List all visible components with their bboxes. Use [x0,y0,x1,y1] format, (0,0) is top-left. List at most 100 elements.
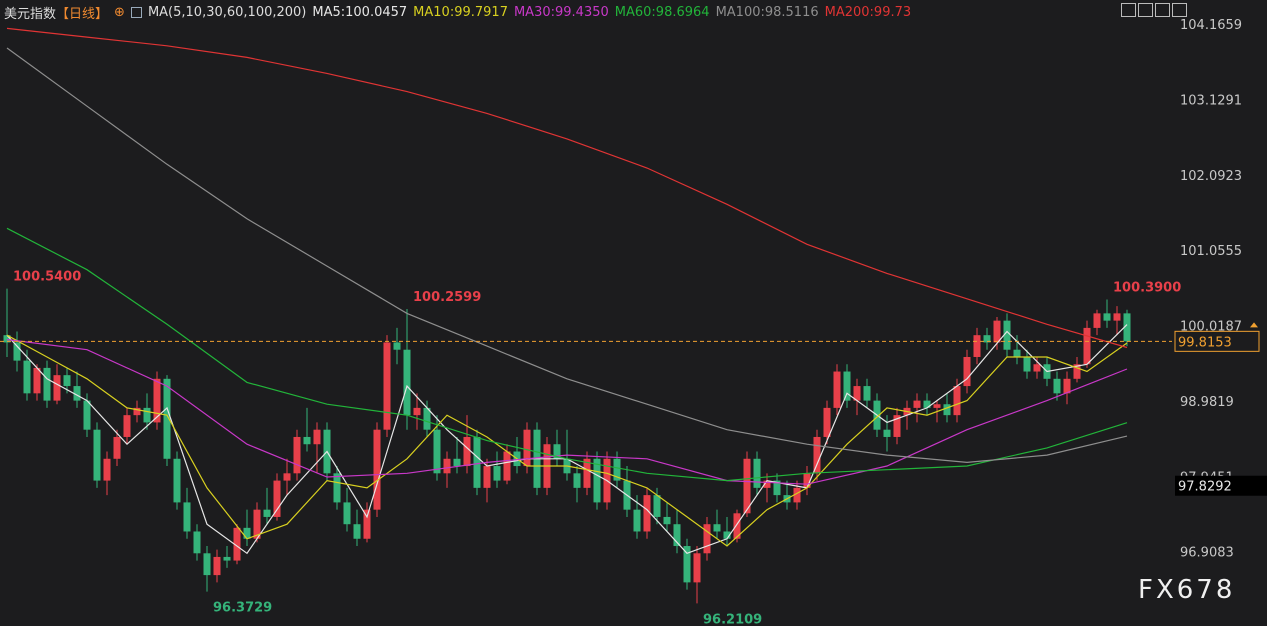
ma-line [6,338,1128,485]
candle-body [213,556,221,576]
candle-body [273,480,281,517]
annotation: 100.5400 [13,270,81,285]
candle-body [223,556,231,561]
title: 美元指数 [4,7,57,22]
candle-body [363,509,371,539]
candle-body [23,360,31,394]
y-tick-label: 102.0923 [1180,169,1242,184]
candle-body [973,335,981,357]
candle-body [473,436,481,488]
candle-body [953,386,961,416]
candle-body [1073,364,1081,379]
watermark: FX678 [1138,575,1235,605]
candle-body [163,378,171,459]
candle-body [893,415,901,437]
tool-button[interactable] [1155,3,1170,17]
y-tick-label: 103.1291 [1180,93,1242,108]
candle-body [1083,327,1091,365]
marker-price-box [1175,475,1267,496]
legend-entry: MA10:99.7917 [413,5,508,20]
candle-body [403,349,411,416]
candle-body [1003,320,1011,350]
candle-body [173,458,181,503]
candle-body [823,407,831,437]
tool-button[interactable] [1138,3,1153,17]
candle-body [253,509,261,539]
current-price-arrow [1250,322,1258,328]
toolbar [1121,3,1187,17]
candle-body [993,320,1001,343]
indicator-icon[interactable] [130,7,142,18]
ma-line [6,27,1128,349]
candle-body [653,495,661,517]
candle-body [53,375,61,401]
candles [3,288,1131,604]
candle-body [1033,364,1041,372]
ma-line [6,227,1128,482]
current-price-label: 99.8153 [1178,335,1232,350]
candle-body [613,458,621,481]
candle-body [283,473,291,481]
candle-body [853,386,861,401]
candle-body [803,473,811,488]
candle-body [963,356,971,387]
candle-body [883,429,891,437]
candle-body [153,378,161,423]
candle-body [1093,313,1101,328]
candle-body [573,473,581,488]
candle-body [683,546,691,583]
candle-body [763,480,771,488]
candle-body [243,527,251,539]
candle-body [673,524,681,547]
annotation: 96.2109 [703,612,762,626]
y-tick-label: 98.9819 [1180,395,1234,410]
candle-body [183,502,191,532]
period: 【日线】 [56,7,109,22]
legend-entry: MA5:100.0457 [312,5,408,20]
candle-body [113,436,121,459]
candle-body [373,429,381,510]
candle-body [663,516,671,525]
candle-body [553,444,561,459]
tool-button[interactable] [1172,3,1187,17]
y-tick-label: 100.0187 [1180,320,1242,335]
y-tick-label: 96.9083 [1180,546,1234,561]
legend-entry: MA200:99.73 [824,5,912,20]
candle-body [233,527,241,561]
candle-body [1123,313,1131,342]
candle-body [1113,313,1121,321]
tool-button[interactable] [1121,3,1136,17]
candle-body [353,524,361,539]
candle-body [133,407,141,416]
candle-body [383,342,391,430]
candle-body [813,436,821,474]
candle-body [633,509,641,532]
candle-body [33,367,41,394]
candle-body [523,429,531,467]
candle-body [303,436,311,445]
candle-body [13,342,21,361]
candle-body [1013,349,1021,357]
candle-body [343,502,351,525]
candle-body [493,466,501,481]
candle-body [263,509,271,517]
candle-body [83,400,91,430]
candle-body [103,458,111,481]
candle-body [503,451,511,481]
marker-price-label: 97.8292 [1178,480,1232,495]
candle-body [923,400,931,408]
add-icon[interactable]: ⊕ [114,5,125,20]
candle-body [333,473,341,503]
candle-body [833,371,841,408]
candle-body [443,458,451,474]
candle-body [913,400,921,408]
candle-body [703,524,711,554]
candle-body [3,335,11,343]
candle-body [463,436,471,467]
candle-body [193,531,201,554]
candle-body [143,407,151,423]
ma-line [6,334,1128,547]
current-price-box [1174,330,1260,352]
candle-body [123,415,131,437]
